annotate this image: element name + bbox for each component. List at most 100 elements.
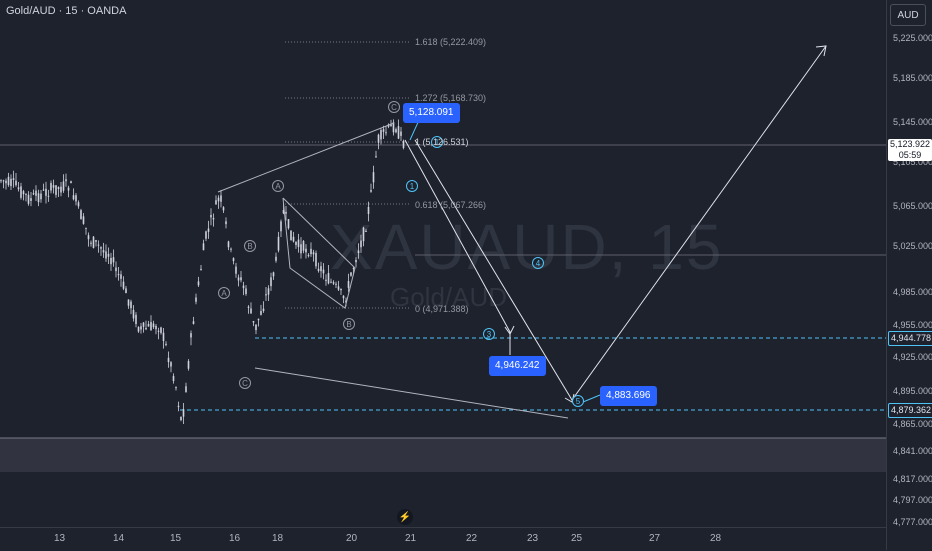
tag-connector [582,394,601,403]
candle-body [207,228,210,232]
price-tick: 5,025.000 [893,241,932,251]
candle-body [130,301,132,309]
level-label-1: 4,944.778 [888,331,932,346]
wave-label-C-circle [388,101,400,113]
candle-body [292,236,295,242]
candle-body [217,197,220,202]
candle-body [280,221,282,232]
candle-body [172,376,175,381]
watermark-ticker: XAUAUD, 15 [330,211,724,283]
candle-body [385,132,387,134]
candle-body [162,332,165,341]
price-axis[interactable] [886,0,932,550]
candle-body [230,248,232,250]
candle-body [120,274,122,279]
candle-body [12,178,15,180]
candle-body [347,281,350,288]
candle-body [50,183,52,191]
candle-body [165,343,167,345]
candle-body [362,227,365,242]
wave-label-C-circle [239,377,251,389]
currency-selector[interactable]: AUD [890,4,926,26]
candle-body [182,409,185,417]
candle-body [132,309,135,319]
lightning-icon[interactable]: ⚡ [397,509,413,525]
candle-body [210,215,212,218]
candle-body [147,324,150,327]
candle-body [187,361,190,369]
time-tick: 13 [54,533,66,544]
peak-price-tag[interactable]: 5,128.091 [403,103,460,123]
candle-body [185,386,187,393]
candle-body [330,281,332,283]
candle-body [300,244,302,254]
fib-level-1272: 1.272 (5,168.730) [415,93,487,103]
candle-body [382,129,385,132]
shaded-zone [0,438,886,472]
candle-body [375,156,377,158]
candle-body [202,243,205,251]
arrow-head [815,45,827,57]
candle-body [65,179,67,182]
arrow-head [504,325,515,335]
candle-body [255,324,257,331]
price-tick: 5,145.000 [893,117,932,127]
fib-level-0: 0 (4,971.388) [415,304,469,314]
candle-body [40,193,42,200]
wave5-target-tag[interactable]: 4,883.696 [600,386,657,406]
wave-label-1-circle [406,180,418,192]
price-chart[interactable]: A A B B C C 1 3 4 5 1 [0,0,886,527]
candle-body [402,141,405,148]
symbol-title[interactable]: Gold/AUD · 15 · OANDA [6,5,127,17]
candle-body [157,330,160,332]
candle-body [27,194,30,204]
candle-body [397,126,400,139]
candle-body [175,387,177,389]
candle-body [110,257,112,265]
time-tick: 28 [710,533,722,544]
candle-body [400,131,402,136]
wave3-target-tag[interactable]: 4,946.242 [489,356,546,376]
current-price-value: 5,123.922 [889,139,931,149]
wave-label-B-circle [244,240,256,252]
candle-body [262,308,265,312]
wave-label-A: A [275,182,281,191]
price-tick: 4,777.000 [893,517,932,527]
price-tick: 5,105.000 [893,157,932,167]
candle-body [72,195,75,200]
candle-body [57,187,60,190]
candle-body [102,250,105,253]
candle-body [45,188,47,196]
time-tick: 16 [229,533,241,544]
candle-body [270,277,272,287]
candle-body [365,230,367,232]
candle-body [257,318,260,321]
time-tick: 22 [466,533,478,544]
candle-body [345,300,347,303]
candle-body [285,211,287,214]
candle-body [115,267,117,272]
candle-body [17,187,20,190]
candle-body [35,190,37,196]
candle-body [360,240,362,248]
wave-label-5-circle [572,395,584,407]
price-tick: 4,797.000 [893,495,932,505]
candle-body [82,216,85,224]
candle-body [340,288,342,291]
candle-body [372,172,375,183]
candle-body [142,322,145,327]
price-tick: 5,225.000 [893,33,932,43]
price-tick: 4,841.000 [893,446,932,456]
candle-body [265,294,267,296]
candle-body [22,191,25,195]
price-tick: 4,895.000 [893,386,932,396]
time-axis[interactable] [0,527,886,551]
candle-body [97,244,100,246]
time-tick: 18 [272,533,284,544]
candle-body [145,327,147,330]
candle-body [390,124,392,127]
candle-body [95,240,97,242]
wave-label-A: A [221,289,227,298]
candle-body [290,230,292,241]
